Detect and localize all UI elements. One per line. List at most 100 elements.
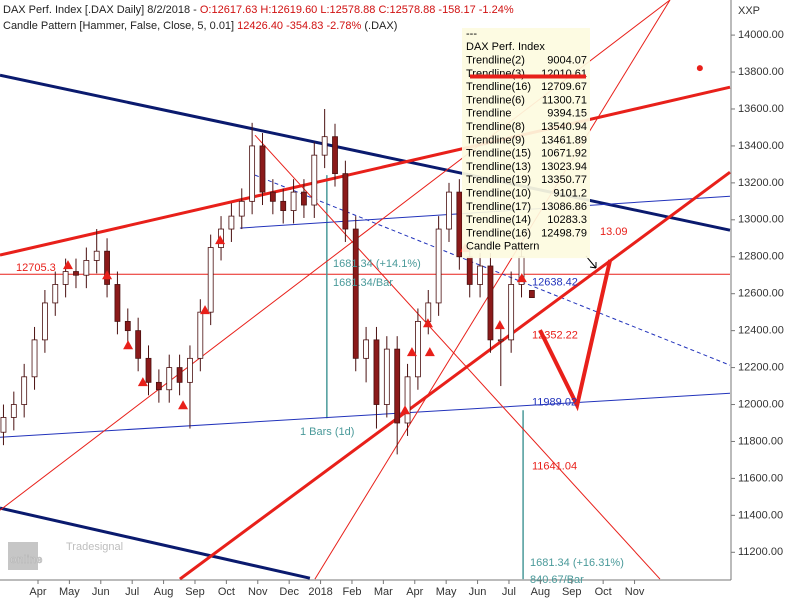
info-row-value: 13350.77 — [541, 174, 587, 186]
info-row-name: Trendline — [466, 108, 511, 120]
info-row-value: 13086.86 — [541, 201, 587, 213]
candle-body — [62, 271, 69, 285]
info-row-name: Trendline(16) — [466, 81, 531, 93]
info-row-value: 9101.2 — [553, 188, 587, 200]
candle-body — [394, 348, 401, 424]
candle-body — [321, 136, 328, 156]
candle-body — [238, 200, 245, 217]
y-tick-label: 14000.00 — [738, 29, 784, 41]
candle-body — [528, 290, 535, 298]
watermark: online Tradesignal — [8, 541, 123, 570]
info-row-name: Trendline(8) — [466, 121, 525, 133]
info-footer: Candle Pattern — [466, 241, 539, 253]
y-tick-label: 12200.00 — [738, 361, 784, 373]
x-tick-label: Nov — [248, 586, 268, 598]
info-box — [462, 28, 590, 259]
candle-body — [301, 191, 307, 206]
candle-body — [114, 284, 121, 322]
candle-body — [83, 260, 90, 276]
candle-body — [0, 417, 7, 433]
annotation: 1681.34/Bar — [333, 277, 393, 289]
candle-body — [41, 302, 48, 341]
trendline — [0, 506, 311, 580]
signal-marker — [424, 347, 435, 357]
candle-body — [10, 404, 17, 418]
candle-body — [259, 145, 266, 193]
candle-body — [187, 357, 193, 383]
x-tick-label: Oct — [218, 586, 235, 598]
info-row-value: 10671.92 — [541, 148, 587, 160]
signal-marker — [406, 347, 417, 357]
marker-dot — [696, 65, 703, 72]
candle-body — [342, 173, 349, 230]
info-row-value: 9394.15 — [547, 108, 587, 120]
candle-body — [497, 339, 504, 342]
watermark-box — [8, 542, 38, 570]
info-row-name: Trendline(19) — [466, 174, 531, 186]
candle-body — [73, 271, 79, 276]
x-tick-label: Aug — [531, 586, 551, 598]
x-tick-label: Jul — [125, 586, 139, 598]
info-row-name: Trendline(6) — [466, 94, 525, 106]
y-tick-label: 11200.00 — [738, 546, 783, 558]
annotation: 1 Bars (1d) — [300, 426, 354, 438]
header-name: Candle Pattern [Hammer, False, Close, 5,… — [3, 20, 234, 32]
candle-body — [145, 357, 152, 383]
candle-body — [124, 321, 131, 332]
price-label: 12352.22 — [532, 329, 578, 341]
info-header: --- — [466, 28, 477, 40]
y-tick-label: 12000.00 — [738, 398, 784, 410]
x-tick-label: Apr — [406, 586, 423, 598]
trendline — [0, 392, 731, 438]
info-row-name: Trendline(15) — [466, 148, 531, 160]
price-label: 11989.02 — [532, 396, 577, 408]
info-row-name: Trendline(16) — [466, 227, 531, 239]
y-tick-label: 13000.00 — [738, 214, 784, 226]
level-label: 12705.3 — [16, 262, 56, 274]
x-tick-label: Dec — [279, 586, 299, 598]
price-label: 11641.04 — [532, 461, 577, 473]
candle-body — [508, 284, 515, 341]
signal-marker — [400, 405, 411, 415]
y-tick-label: 12800.00 — [738, 251, 784, 263]
candle-body — [176, 367, 183, 383]
candle-body — [135, 330, 142, 359]
candle-body — [383, 348, 390, 405]
signal-marker — [516, 273, 527, 283]
y-tick-label: 13600.00 — [738, 103, 784, 115]
annotation: 1681.34 (+14.1%) — [333, 258, 421, 270]
y-tick-label: 12600.00 — [738, 288, 784, 300]
x-tick-label: Jun — [92, 586, 110, 598]
candle-body — [228, 215, 235, 230]
y-tick-label: 11800.00 — [738, 435, 783, 447]
candle-body — [290, 191, 297, 211]
info-row-name: Trendline(9) — [466, 134, 525, 146]
x-tick-label: Aug — [154, 586, 174, 598]
candle-body — [332, 136, 338, 175]
y-tick-label: 13200.00 — [738, 177, 784, 189]
info-row-value: 13461.89 — [541, 134, 587, 146]
watermark-brand: Tradesignal — [66, 541, 123, 553]
y-tick-label: 11400.00 — [738, 509, 783, 521]
candle-body — [466, 256, 473, 285]
x-tick-label: Jul — [502, 586, 516, 598]
signal-marker — [215, 235, 226, 245]
x-tick-label: Mar — [374, 586, 393, 598]
candle-body — [404, 376, 411, 424]
signal-marker — [178, 400, 189, 410]
signal-marker — [123, 340, 134, 350]
info-row-value: 13540.94 — [541, 121, 587, 133]
trendline — [0, 85, 731, 257]
info-row-name: Trendline(2) — [466, 55, 525, 67]
annotation: 1681.34 (+16.31%) — [530, 557, 624, 569]
candle-body — [31, 339, 38, 378]
x-tick-label: Jun — [469, 586, 487, 598]
candle-body — [446, 191, 452, 230]
signal-marker — [422, 318, 433, 328]
info-row-value: 12709.67 — [541, 81, 587, 93]
candle-body — [21, 376, 28, 405]
annotation: 13.09 — [600, 226, 628, 238]
candle-body — [269, 191, 276, 202]
trendline — [179, 170, 731, 580]
